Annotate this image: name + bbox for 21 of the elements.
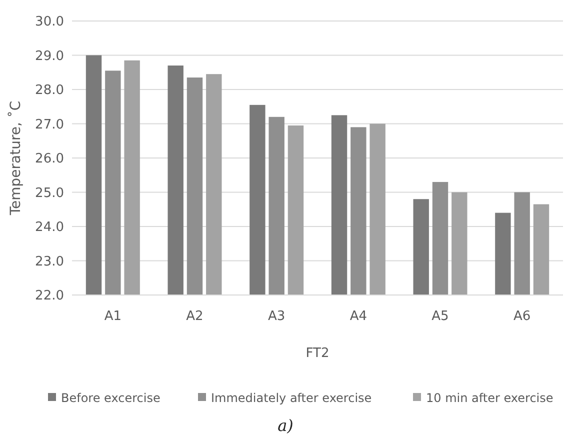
y-tick-label: 23.0	[35, 254, 64, 270]
text: a)	[278, 416, 294, 435]
y-axis-title: Temperature, ˚C	[7, 100, 24, 216]
y-tick-label: 22.0	[35, 288, 64, 304]
x-tick-label: A6	[513, 309, 531, 324]
legend-label: Immediately after exercise	[211, 391, 372, 405]
x-tick-label: A1	[104, 309, 122, 324]
y-tick-label: 30.0	[35, 14, 64, 30]
y-tick-label: 28.0	[35, 83, 64, 98]
x-tick-label: A4	[350, 309, 368, 324]
x-tick-label: A3	[268, 309, 286, 324]
y-tick-label: 24.0	[35, 220, 64, 236]
x-axis-title: FT2	[306, 346, 330, 361]
y-tick-label: 25.0	[35, 186, 64, 201]
y-tick-label: 27.0	[35, 117, 64, 132]
y-tick-label: 26.0	[35, 152, 64, 167]
x-tick-label: A2	[186, 309, 204, 324]
legend-label: 10 min after exercise	[426, 391, 554, 405]
legend-label: Before excercise	[61, 391, 160, 405]
x-tick-label: A5	[432, 309, 449, 324]
y-tick-label: 29.0	[35, 48, 64, 64]
